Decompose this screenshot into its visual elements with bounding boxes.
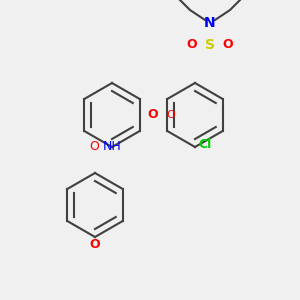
Text: O: O — [89, 140, 99, 154]
Text: S: S — [205, 38, 215, 52]
Text: O: O — [223, 38, 233, 52]
Text: O: O — [187, 38, 197, 52]
Text: O: O — [148, 109, 158, 122]
Text: O: O — [167, 110, 176, 120]
Text: NH: NH — [103, 140, 122, 154]
Text: Cl: Cl — [198, 139, 212, 152]
Text: O: O — [90, 238, 100, 251]
Text: N: N — [204, 16, 216, 30]
